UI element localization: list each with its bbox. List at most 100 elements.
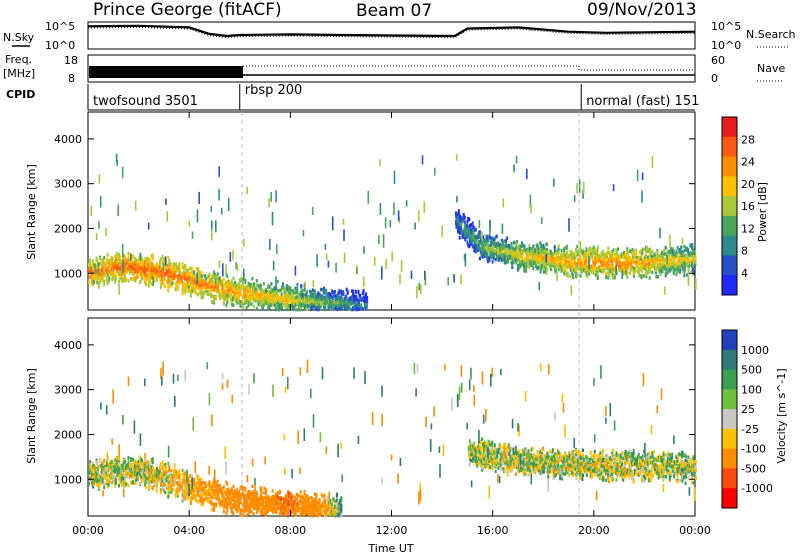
data-cell [343, 229, 345, 240]
colorbar-tick: 16 [741, 200, 755, 213]
data-cell [343, 219, 345, 225]
data-cell [116, 255, 118, 258]
nsky-label: N.Sky [3, 31, 35, 44]
data-cell [117, 205, 119, 217]
data-cell [124, 275, 126, 279]
data-cell [472, 221, 474, 225]
data-cell [295, 266, 297, 276]
data-cell [125, 482, 127, 486]
data-cell [96, 462, 98, 466]
data-cell [363, 246, 365, 254]
data-cell [125, 262, 127, 266]
data-cell [664, 286, 666, 294]
data-cell [695, 255, 697, 258]
data-cell [246, 306, 248, 310]
data-cell [240, 293, 242, 297]
data-cell [456, 154, 458, 160]
data-cell [580, 274, 582, 278]
data-cell [546, 268, 548, 272]
data-cell [556, 272, 558, 281]
data-cell [149, 280, 151, 284]
data-cell [624, 253, 626, 257]
freq-left-tick-top: 18 [64, 54, 78, 67]
data-cell [574, 259, 576, 263]
data-cell [316, 254, 318, 267]
data-cell [441, 225, 443, 237]
data-cell [645, 263, 647, 267]
colorbar-segment [722, 137, 737, 157]
data-cell [656, 251, 658, 255]
data-cell [103, 283, 105, 287]
data-cell [379, 159, 381, 166]
data-cell [136, 259, 138, 263]
data-cell [128, 456, 130, 460]
data-cell [631, 268, 633, 272]
data-cell [401, 260, 403, 272]
data-cell [326, 254, 328, 261]
data-cell [684, 264, 686, 272]
data-cell [615, 265, 617, 275]
data-cell [411, 271, 413, 279]
data-cell [566, 247, 568, 251]
data-cell [580, 254, 582, 257]
data-cell [323, 289, 325, 293]
data-cell [189, 267, 191, 271]
data-cell [492, 260, 494, 264]
data-cell [447, 277, 449, 285]
data-cell [92, 268, 94, 272]
data-cell [605, 276, 607, 280]
data-cell [510, 257, 512, 261]
data-cell [352, 289, 354, 293]
data-cell [139, 465, 141, 469]
data-cell [227, 294, 229, 298]
data-cell [242, 305, 244, 309]
data-cell [124, 479, 126, 483]
data-cell [232, 250, 234, 260]
data-cell [576, 183, 578, 193]
data-cell [106, 261, 108, 265]
data-cell [680, 245, 682, 249]
data-cell [122, 260, 124, 273]
data-cell [167, 256, 169, 260]
data-cell [651, 250, 653, 254]
data-cell [281, 306, 283, 310]
data-cell [204, 274, 206, 278]
data-cell [343, 292, 345, 296]
data-cell [217, 272, 219, 276]
data-cell [115, 481, 117, 485]
data-cell [664, 265, 666, 269]
data-cell [608, 274, 610, 278]
data-cell [394, 171, 396, 184]
data-cell [281, 292, 283, 296]
data-cell [253, 282, 255, 286]
data-cell [368, 191, 370, 204]
date-title: 09/Nov/2013 [587, 0, 697, 20]
data-cell [525, 267, 527, 271]
data-cell [383, 234, 385, 248]
data-cell [665, 246, 667, 250]
data-cell [221, 208, 223, 215]
data-cell [541, 217, 543, 224]
data-cell [677, 246, 679, 250]
data-cell [597, 273, 599, 277]
data-cell [128, 484, 130, 488]
data-cell [524, 245, 526, 249]
data-cell [149, 258, 151, 262]
data-cell [465, 253, 467, 266]
data-cell [575, 269, 577, 273]
data-cell [116, 459, 118, 463]
data-cell [125, 467, 127, 471]
data-cell [649, 270, 651, 274]
data-cell [406, 200, 408, 206]
data-cell [683, 245, 685, 249]
data-cell [571, 255, 573, 259]
data-cell [585, 259, 587, 263]
data-cell [479, 257, 481, 261]
data-cell [554, 246, 556, 253]
data-cell [211, 294, 213, 298]
data-cell [641, 255, 643, 258]
colorbar-segment [722, 176, 737, 196]
data-cell [106, 258, 108, 262]
data-cell [222, 263, 224, 276]
data-cell [167, 289, 169, 293]
